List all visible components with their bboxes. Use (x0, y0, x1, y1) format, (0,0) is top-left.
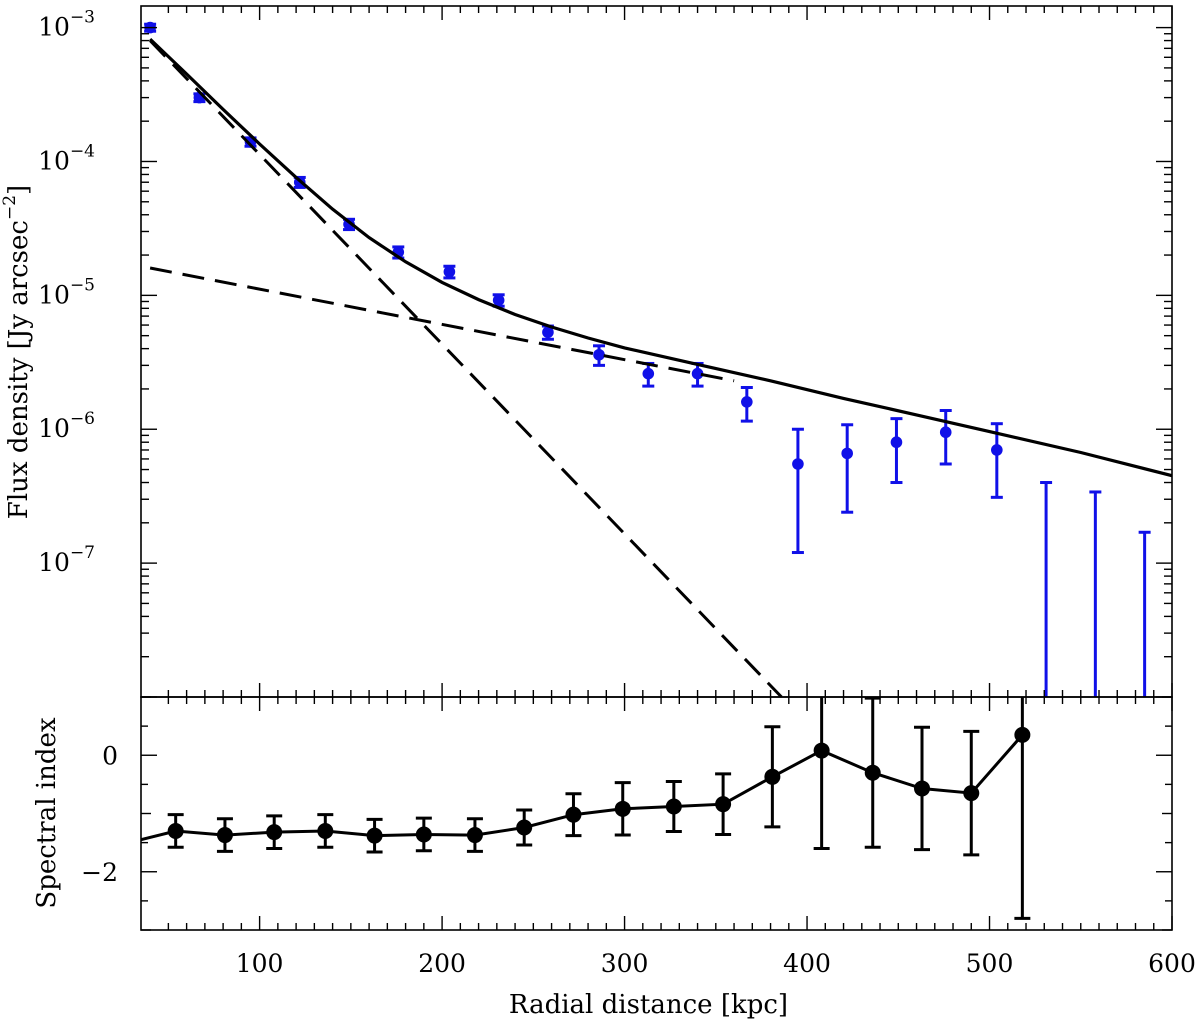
x-tick-label: 400 (783, 949, 831, 978)
spectral-index-point (813, 742, 830, 759)
dashed-model-line-1 (149, 39, 783, 697)
spectral-index-point (266, 824, 283, 841)
spectral-index-point (516, 819, 533, 836)
solid-model-line (148, 37, 1172, 478)
flux-data-point (841, 447, 853, 460)
flux-data-point (792, 458, 804, 470)
spectral-index-point (914, 780, 931, 797)
bottom-panel-y-axis-label: Spectral index (32, 717, 62, 908)
top-panel-y-tick-label: 10−7 (38, 543, 95, 577)
x-tick-label: 600 (1148, 949, 1196, 978)
flux-data-point (991, 444, 1003, 456)
spectral-index-point (317, 822, 334, 839)
top-panel-y-tick-label: 10−6 (38, 409, 95, 443)
spectral-index-point (216, 827, 233, 844)
spectral-index-point (963, 785, 980, 802)
flux-data-point (443, 265, 456, 278)
spectral-index-point (864, 764, 881, 781)
flux-data-point (691, 367, 704, 380)
top-panel-y-tick-label: 10−3 (38, 8, 95, 42)
spectral-index-point (614, 800, 631, 817)
dashed-model-line-2 (149, 266, 735, 383)
bottom-panel-y-tick-label: 0 (102, 741, 118, 770)
spectral-index-point (366, 827, 383, 844)
x-axis-label: Radial distance [kpc] (509, 990, 788, 1020)
spectral-index-point (1014, 726, 1031, 743)
spectral-index-point (764, 768, 781, 785)
top-panel-y-tick-label: 10−4 (38, 141, 95, 175)
flux-data-point (642, 367, 655, 380)
flux-data-point (593, 348, 605, 361)
spectral-index-point (665, 798, 682, 815)
flux-data-point (890, 436, 903, 449)
top-panel-y-axis-label: Flux density [Jy arcsec−2] (0, 185, 34, 519)
top-panel-frame (140, 5, 1173, 698)
top-panel-y-tick-label: 10−5 (38, 275, 95, 309)
flux-data-point (492, 294, 505, 307)
spectral-index-point (715, 796, 732, 813)
x-tick-label: 300 (601, 949, 649, 978)
flux-data-point (741, 396, 753, 408)
flux-data-point (542, 326, 554, 339)
flux-data-point (939, 426, 952, 439)
x-tick-label: 200 (418, 949, 466, 978)
spectral-index-point (466, 827, 483, 844)
spectral-index-point (565, 806, 582, 823)
spectral-index-point (167, 822, 184, 839)
bottom-panel-y-tick-label: −2 (81, 858, 118, 887)
spectral-index-point (415, 826, 432, 843)
x-tick-label: 100 (236, 949, 284, 978)
x-tick-label: 500 (966, 949, 1014, 978)
